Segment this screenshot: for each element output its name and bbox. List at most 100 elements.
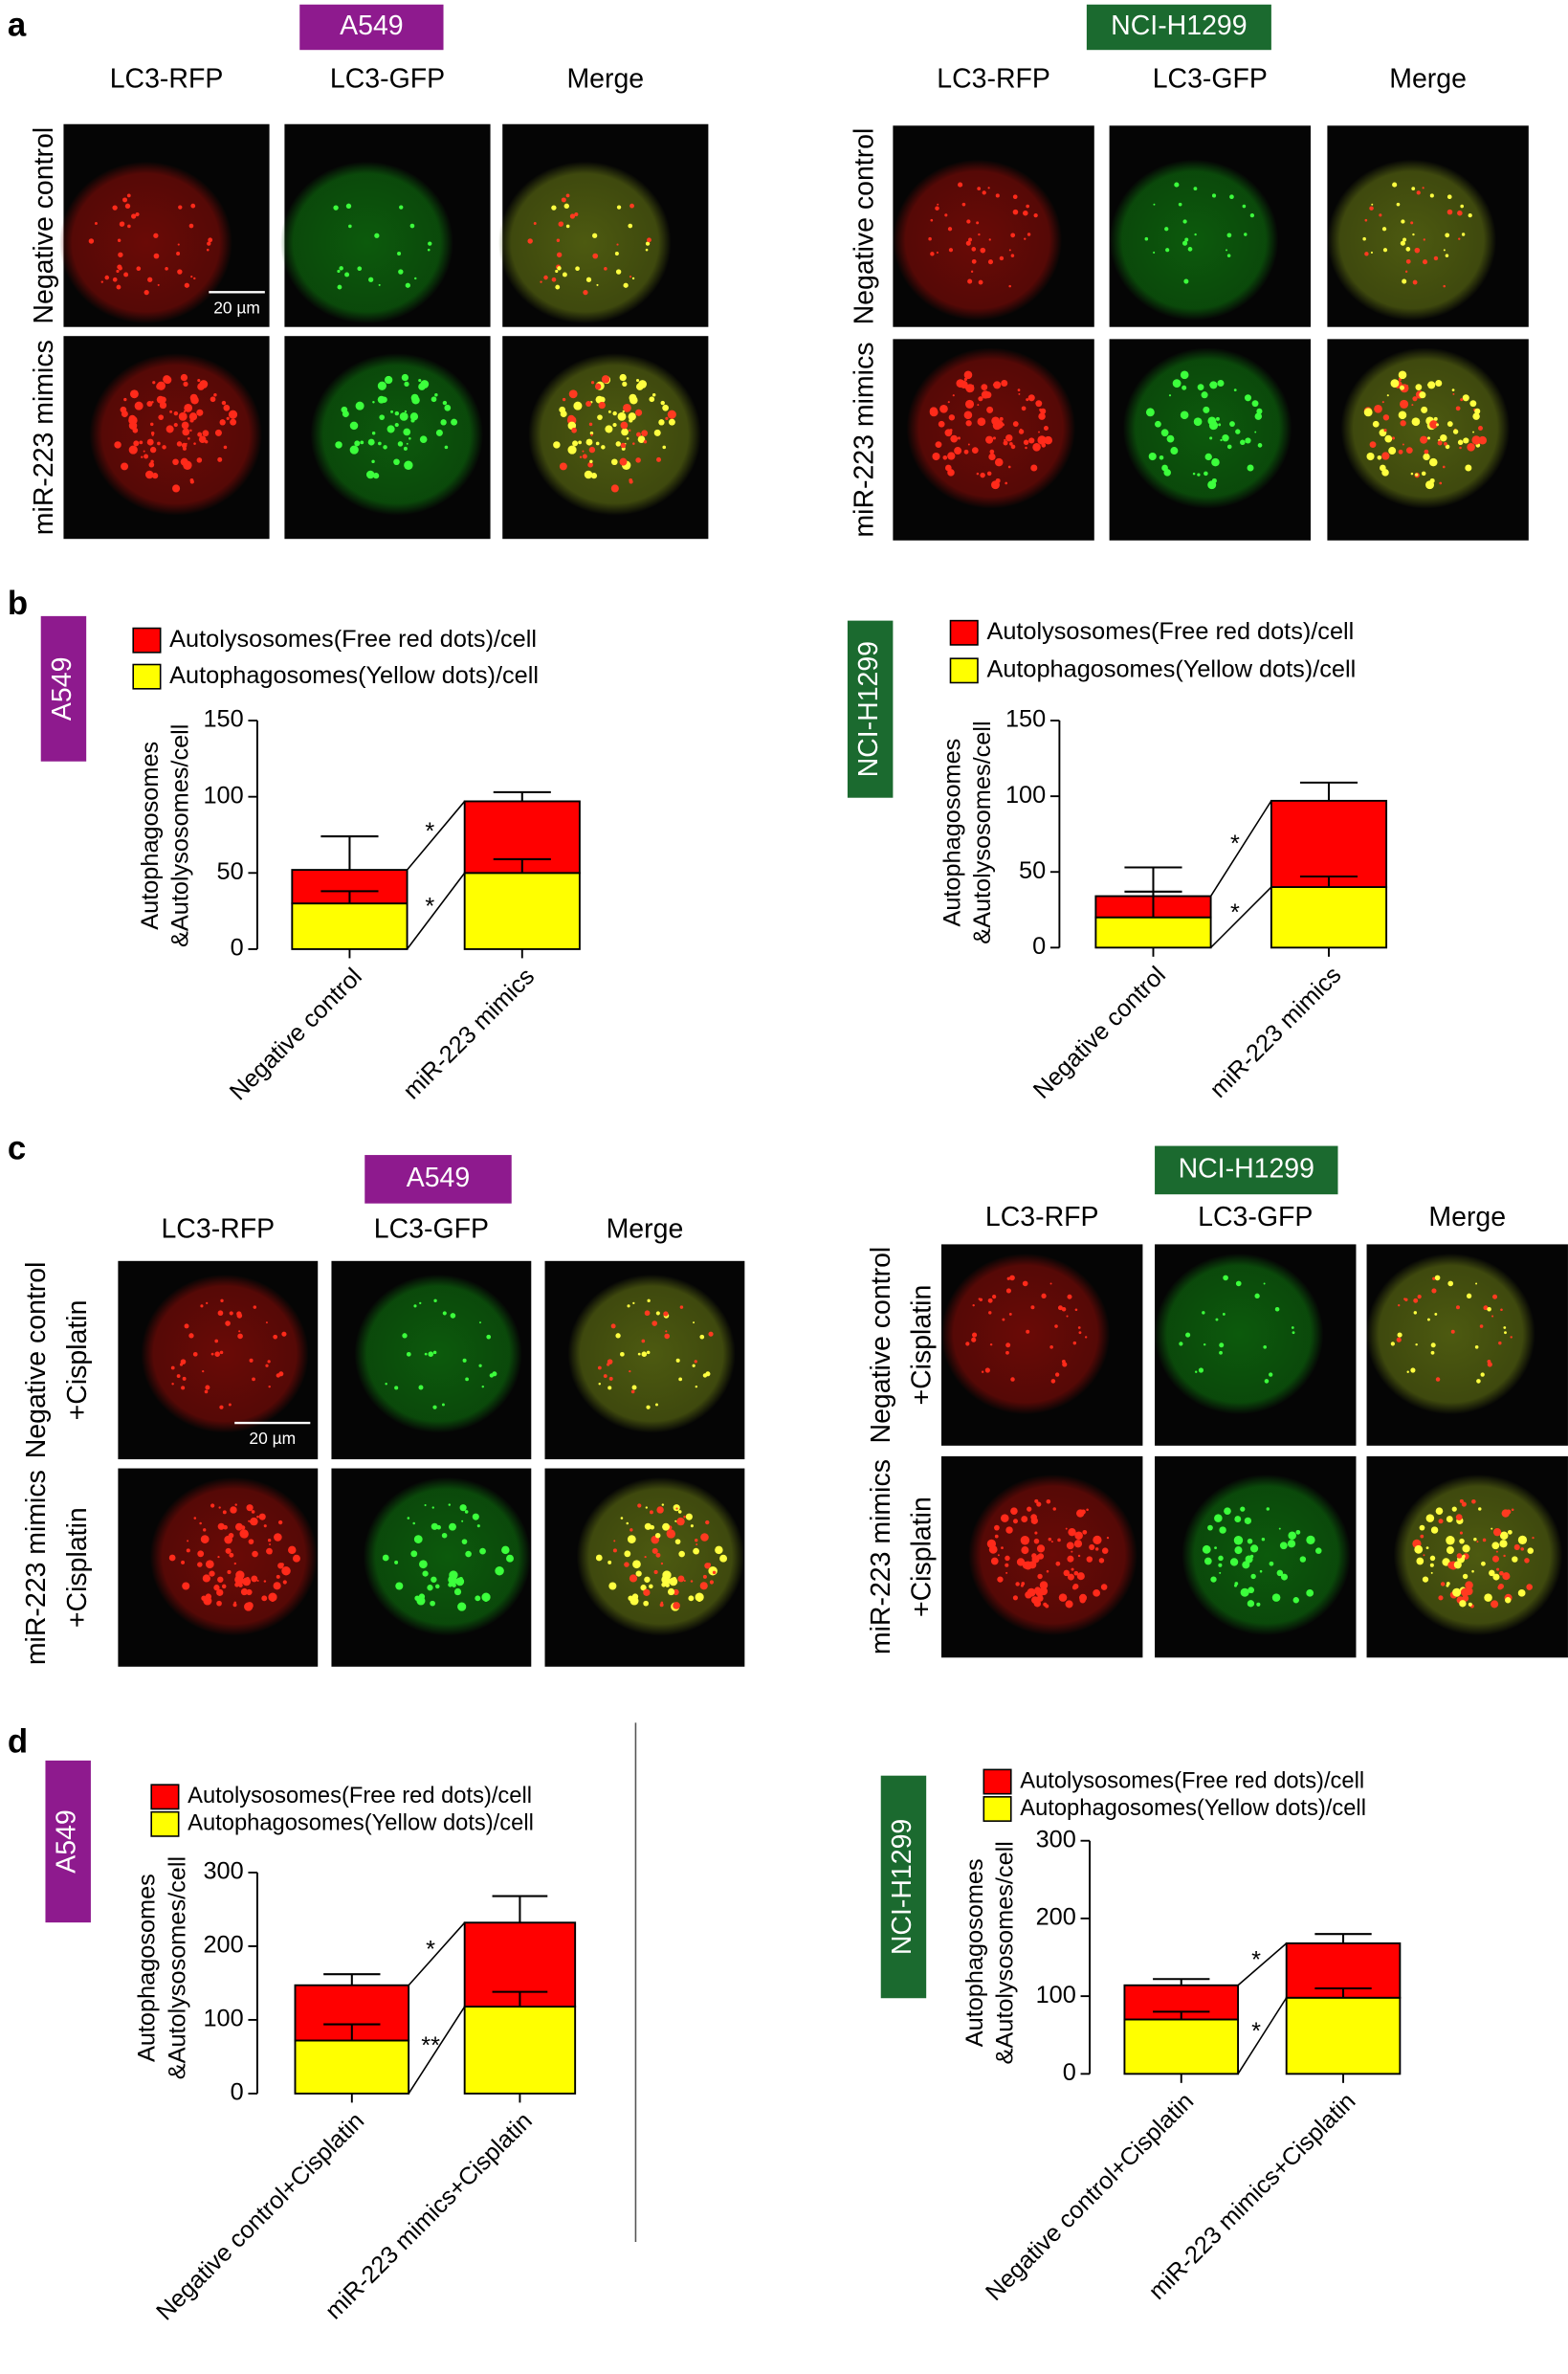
dot (1410, 1367, 1416, 1373)
dot (1266, 1507, 1270, 1511)
dot (937, 203, 939, 206)
dot (551, 205, 557, 211)
dot (695, 1592, 704, 1602)
dot (595, 441, 600, 446)
column-label: LC3-GFP (1153, 63, 1268, 94)
dot (1052, 1507, 1056, 1511)
dot (1030, 1305, 1035, 1310)
dot (256, 1515, 259, 1519)
bar-segment (1285, 1996, 1402, 2075)
dot (478, 1364, 482, 1367)
dot (1202, 1544, 1211, 1554)
dot (651, 392, 656, 397)
dot (349, 421, 359, 431)
column-label: Merge (566, 63, 644, 94)
dot (1434, 1313, 1438, 1316)
dot (1507, 1529, 1513, 1535)
dot (1502, 1572, 1511, 1581)
dot (1027, 1587, 1036, 1597)
dot (635, 1570, 642, 1577)
dot (588, 446, 596, 454)
dot (128, 445, 138, 455)
dot (1233, 388, 1237, 392)
dot (997, 1576, 1004, 1583)
dot (1369, 206, 1374, 211)
dot (1487, 1306, 1491, 1312)
dot (1524, 1558, 1530, 1564)
dot (1478, 426, 1483, 431)
dot (692, 1364, 696, 1367)
dot (188, 1333, 194, 1339)
row-label: Negative control (29, 127, 59, 324)
dot (248, 1520, 251, 1522)
dot (994, 1524, 1000, 1531)
dot (621, 428, 629, 436)
dot (1202, 1311, 1205, 1315)
dot (1005, 434, 1011, 440)
dot (607, 410, 611, 413)
dot (702, 1574, 707, 1579)
cell (310, 353, 484, 516)
dot (442, 400, 448, 406)
legend-label: Autolysosomes(Free red dots)/cell (169, 626, 537, 653)
dot (699, 1334, 705, 1340)
dot (1442, 465, 1446, 469)
dot (1295, 1529, 1301, 1535)
dot (988, 1311, 992, 1315)
significance-label: ** (421, 2032, 440, 2059)
cell-line-tag (847, 620, 894, 798)
dot (629, 203, 634, 209)
dot (1366, 452, 1375, 461)
cell (567, 1274, 736, 1433)
dot (1461, 233, 1466, 236)
dot (1073, 1540, 1083, 1548)
dot (994, 457, 1004, 467)
dot (207, 241, 211, 246)
dot (368, 277, 374, 282)
dot (1447, 1280, 1454, 1287)
dot (1039, 1581, 1049, 1589)
dot (1517, 1535, 1528, 1545)
dot (204, 1389, 209, 1394)
error-bar (1124, 866, 1182, 897)
dot (630, 1389, 635, 1394)
dot (1424, 449, 1429, 455)
panel-letter: a (8, 7, 27, 44)
dot (479, 1547, 486, 1555)
dot (569, 213, 576, 219)
dot (1049, 1344, 1053, 1349)
dot (1245, 437, 1251, 444)
panel-letter: c (8, 1130, 26, 1167)
dot (141, 455, 144, 458)
dot (995, 193, 1000, 198)
dot (337, 284, 342, 290)
dot (1425, 1546, 1429, 1550)
cell (354, 1274, 522, 1433)
dot (104, 275, 110, 280)
dot (637, 435, 646, 443)
dot (1182, 385, 1187, 390)
dot (1504, 1331, 1507, 1335)
dot (1073, 1570, 1079, 1576)
dot (435, 1584, 440, 1589)
dot (193, 442, 196, 445)
dot (982, 190, 986, 195)
legend-swatch (949, 619, 979, 646)
dot (1226, 254, 1231, 257)
dot (221, 1584, 227, 1589)
dot (666, 1529, 675, 1539)
dot (695, 1385, 698, 1388)
dot (442, 1311, 447, 1316)
dot (390, 410, 393, 413)
dot (963, 410, 973, 420)
dot (1498, 1341, 1502, 1345)
dot (197, 432, 203, 437)
dot (704, 1563, 711, 1569)
significance-label: * (1251, 2018, 1261, 2045)
dot (1447, 194, 1452, 200)
dot (1417, 1294, 1422, 1299)
dot (476, 1524, 480, 1528)
dot (977, 187, 982, 191)
dot (1438, 1595, 1444, 1601)
dot (1185, 1332, 1191, 1338)
